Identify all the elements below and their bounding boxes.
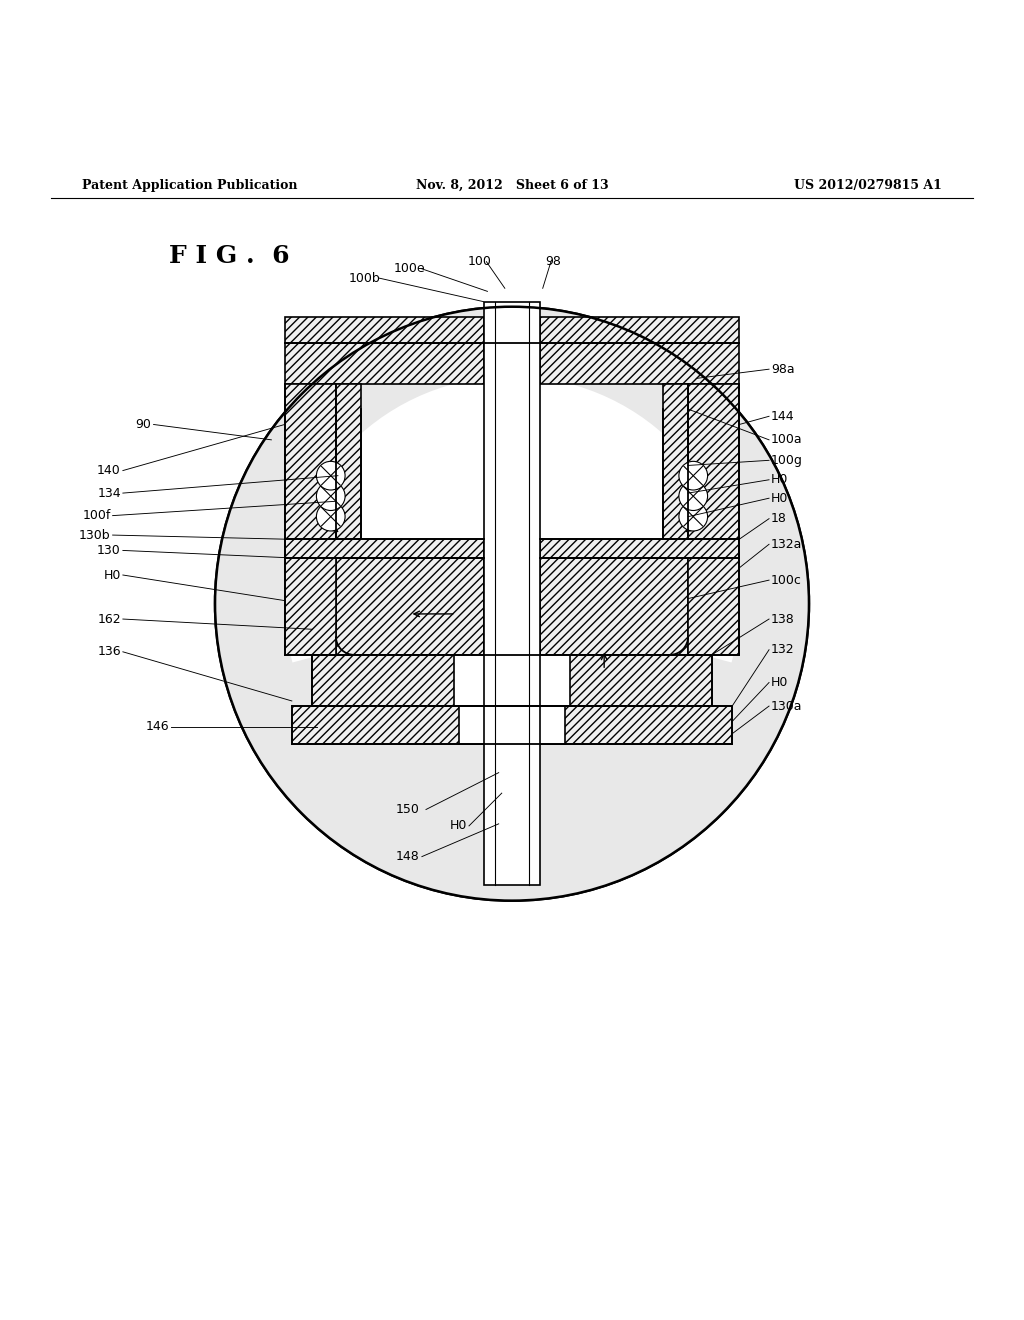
Bar: [336, 557, 688, 655]
Wedge shape: [215, 306, 512, 900]
Text: 132a: 132a: [771, 537, 803, 550]
Bar: [663, 384, 688, 557]
Text: H0: H0: [451, 820, 467, 833]
Circle shape: [679, 462, 708, 490]
Bar: [292, 706, 732, 744]
Text: 146: 146: [145, 721, 169, 733]
Wedge shape: [225, 638, 799, 900]
Text: 100e: 100e: [394, 263, 425, 276]
Text: 150: 150: [395, 803, 420, 816]
Text: 100b: 100b: [348, 272, 381, 285]
Text: 138: 138: [771, 612, 795, 626]
Bar: [454, 655, 570, 706]
Bar: [285, 539, 484, 557]
Bar: [484, 557, 540, 655]
Text: 100c: 100c: [771, 574, 802, 586]
Text: 144: 144: [771, 409, 795, 422]
Text: 130: 130: [97, 544, 121, 557]
Wedge shape: [512, 306, 809, 900]
Bar: [540, 317, 739, 343]
Bar: [285, 384, 336, 655]
Circle shape: [679, 482, 708, 511]
Text: US 2012/0279815 A1: US 2012/0279815 A1: [795, 180, 942, 191]
Circle shape: [316, 503, 345, 531]
Text: Patent Application Publication: Patent Application Publication: [82, 180, 297, 191]
Circle shape: [316, 482, 345, 511]
Text: 134: 134: [97, 487, 121, 499]
Bar: [336, 557, 484, 655]
Circle shape: [316, 462, 345, 490]
Bar: [540, 343, 739, 384]
Text: 100g: 100g: [771, 454, 803, 467]
Text: 98: 98: [545, 255, 561, 268]
Text: 100a: 100a: [771, 433, 803, 446]
Bar: [540, 557, 688, 655]
Bar: [285, 317, 484, 343]
Text: Nov. 8, 2012   Sheet 6 of 13: Nov. 8, 2012 Sheet 6 of 13: [416, 180, 608, 191]
Text: 132: 132: [771, 643, 795, 656]
Circle shape: [679, 503, 708, 531]
Text: F I G .  6: F I G . 6: [169, 243, 290, 268]
Text: 100f: 100f: [82, 510, 111, 523]
Wedge shape: [554, 312, 809, 603]
Text: 18: 18: [771, 512, 787, 525]
Text: 130a: 130a: [771, 700, 803, 713]
Text: 90: 90: [135, 418, 152, 430]
Bar: [459, 706, 565, 744]
Text: H0: H0: [771, 474, 788, 486]
Text: H0: H0: [771, 676, 788, 689]
Bar: [484, 301, 540, 886]
Text: 162: 162: [97, 612, 121, 626]
Bar: [336, 384, 361, 557]
Bar: [540, 539, 739, 557]
Text: H0: H0: [103, 569, 121, 582]
Bar: [285, 343, 484, 384]
Bar: [688, 384, 739, 655]
Text: 98a: 98a: [771, 363, 795, 376]
Text: 148: 148: [395, 850, 420, 863]
Text: 130b: 130b: [79, 528, 111, 541]
Bar: [312, 655, 712, 706]
Text: H0: H0: [771, 492, 788, 504]
Wedge shape: [215, 312, 470, 603]
Text: 100: 100: [467, 255, 492, 268]
Text: 140: 140: [97, 465, 121, 477]
Text: 136: 136: [97, 645, 121, 659]
